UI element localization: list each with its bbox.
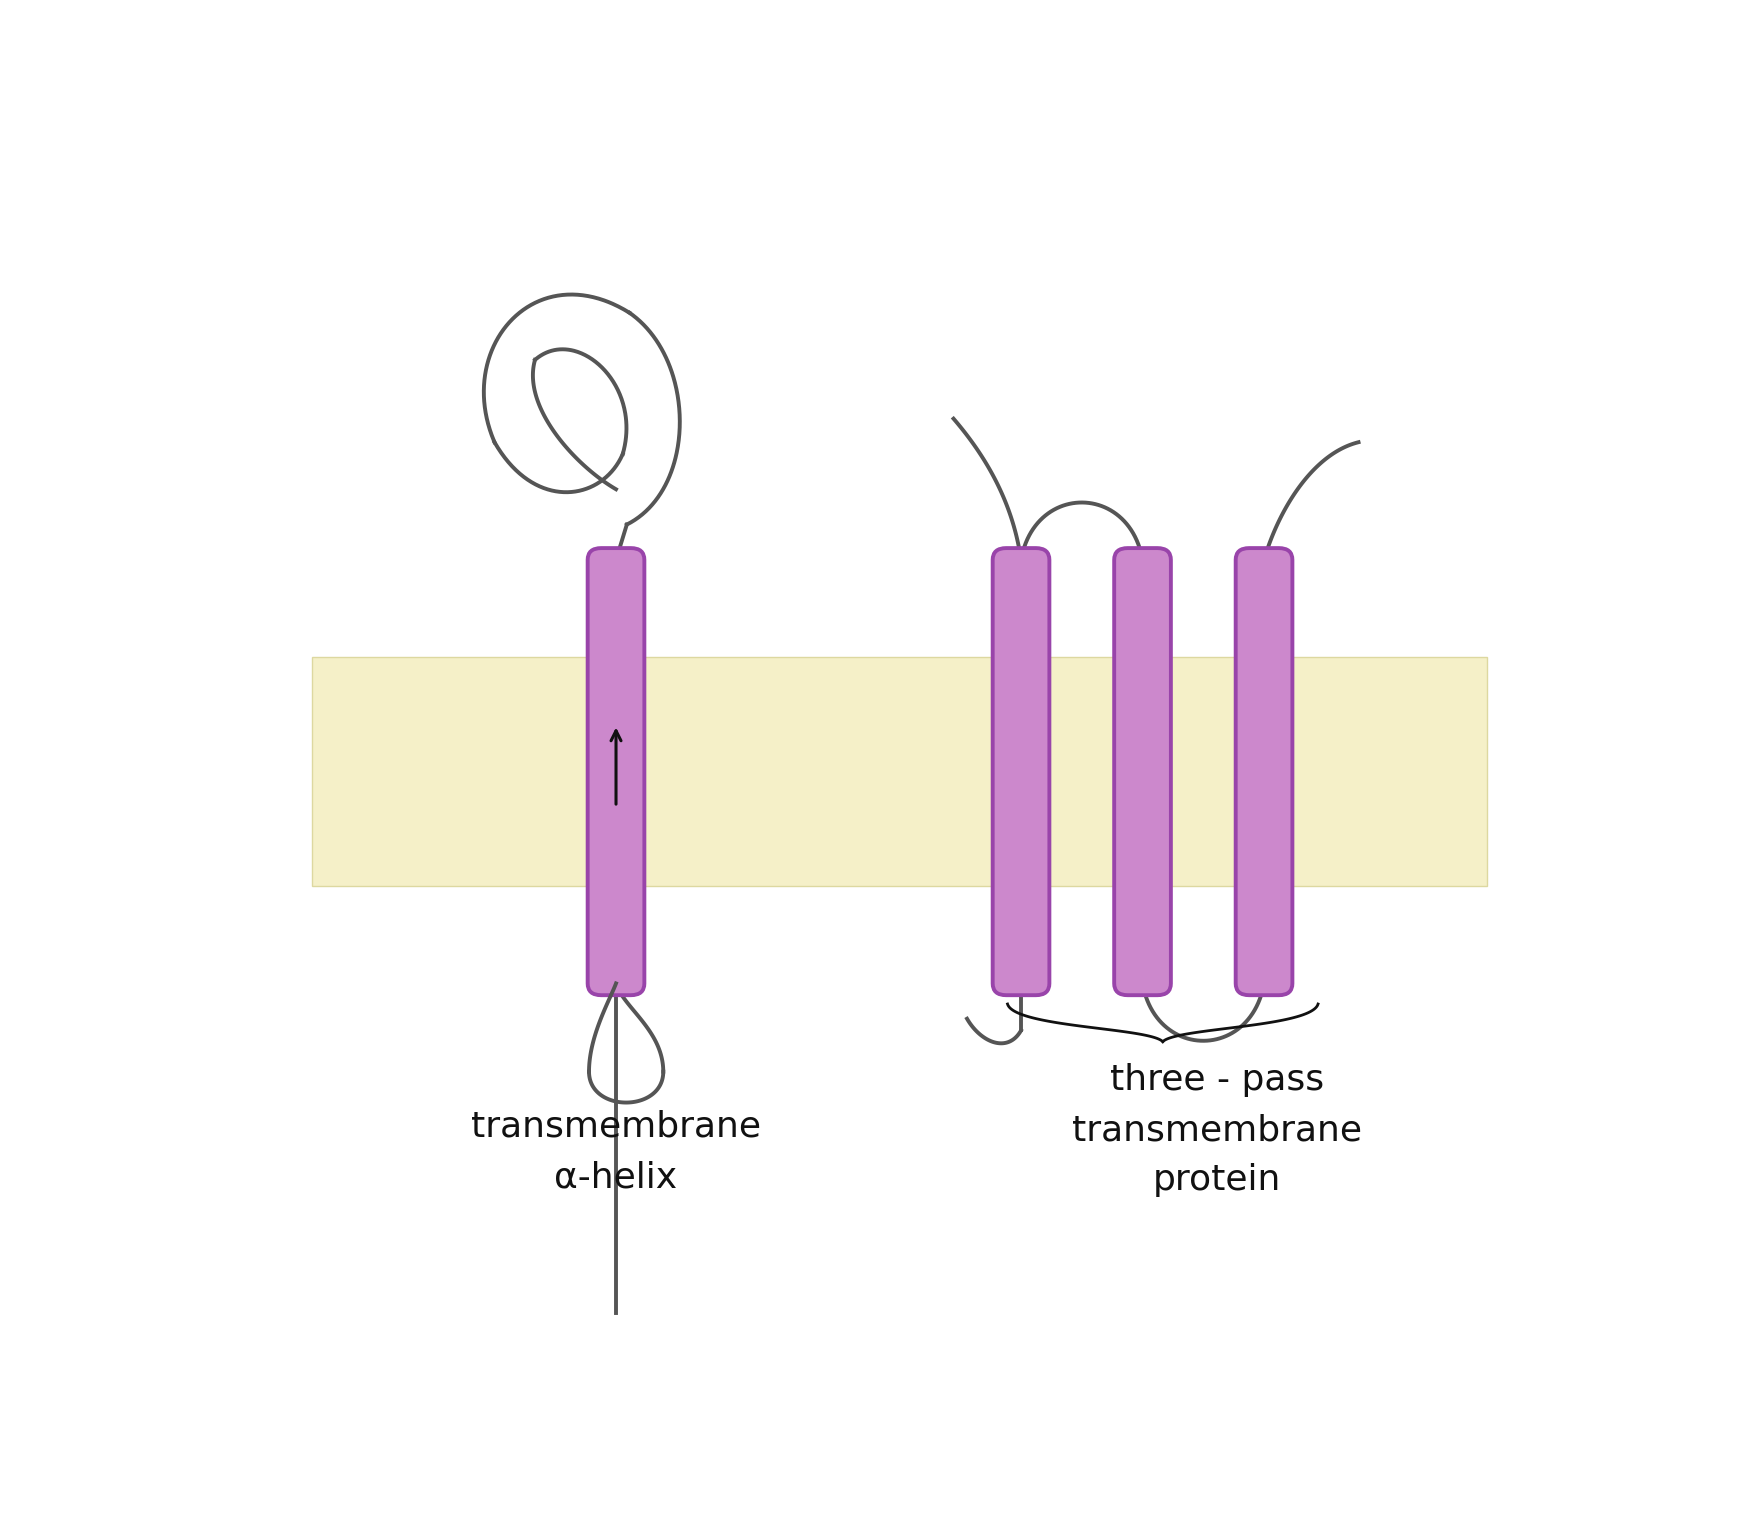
FancyBboxPatch shape (312, 657, 1486, 886)
FancyBboxPatch shape (587, 549, 645, 995)
FancyBboxPatch shape (1235, 549, 1293, 995)
Text: transmembrane
α-helix: transmembrane α-helix (470, 1109, 761, 1193)
Text: three - pass
transmembrane
protein: three - pass transmembrane protein (1071, 1063, 1362, 1198)
FancyBboxPatch shape (1115, 549, 1171, 995)
FancyBboxPatch shape (993, 549, 1049, 995)
